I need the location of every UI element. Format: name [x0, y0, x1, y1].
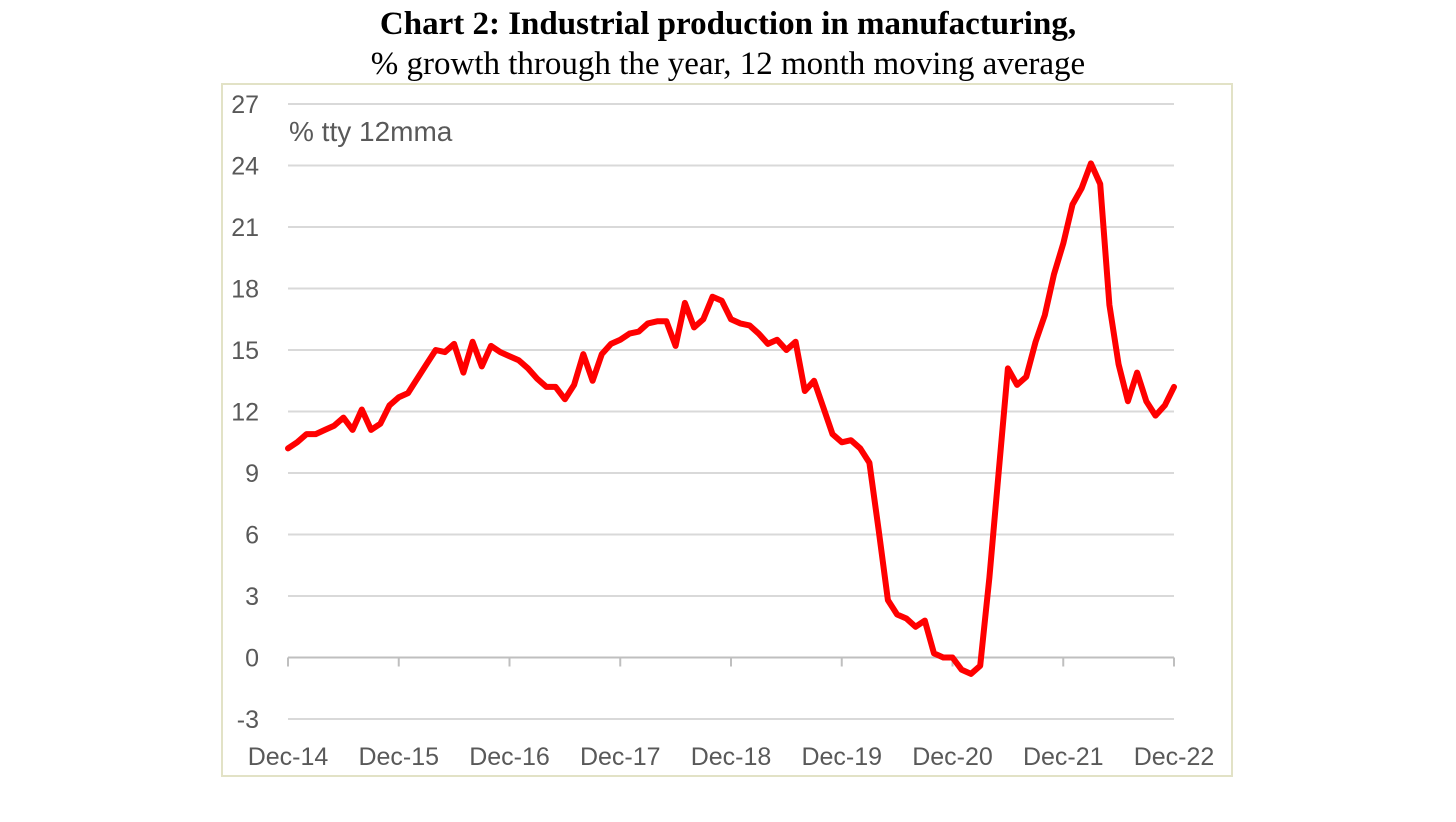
x-tick-label: Dec-19: [801, 743, 882, 771]
chart-subtitle: % growth through the year, 12 month movi…: [370, 46, 1086, 82]
x-tick-label: Dec-14: [248, 743, 329, 771]
unit-label: % tty 12mma: [289, 116, 453, 147]
y-tick-label: 15: [231, 337, 259, 365]
y-tick-label: 24: [231, 153, 259, 181]
y-tick-label: 18: [231, 276, 259, 304]
y-tick-label: 6: [245, 522, 259, 550]
y-tick-label: 21: [231, 214, 259, 242]
x-axis: Dec-14 Dec-15 Dec-16 Dec-17 Dec-18 Dec-19 Dec-…: [248, 656, 1215, 771]
series-line: [285, 160, 1177, 677]
gridlines: [288, 103, 1174, 720]
y-tick-label: 27: [231, 91, 259, 119]
x-tick-label: Dec-22: [1134, 743, 1215, 771]
x-tick-label: Dec-18: [691, 743, 772, 771]
y-tick-label: 12: [231, 399, 259, 427]
x-tick-label: Dec-20: [912, 743, 993, 771]
chart-frame: -3 0 3 6 9 12 15 18 21 24 27 Dec-14 Dec-15 Dec-16 Dec…: [221, 83, 1233, 777]
y-tick-label: -3: [237, 706, 259, 734]
y-tick-label: 0: [245, 645, 259, 673]
x-tick-label: Dec-16: [469, 743, 550, 771]
y-tick-label: 9: [245, 460, 259, 488]
x-tick-label: Dec-21: [1023, 743, 1104, 771]
y-tick-label: 3: [245, 583, 259, 611]
y-axis-ticks: -3 0 3 6 9 12 15 18 21 24 27: [231, 91, 259, 734]
chart-title: Chart 2: Industrial production in manufa…: [379, 6, 1077, 42]
x-tick-label: Dec-15: [358, 743, 439, 771]
series-group: [285, 160, 1177, 677]
x-tick-label: Dec-17: [580, 743, 661, 771]
